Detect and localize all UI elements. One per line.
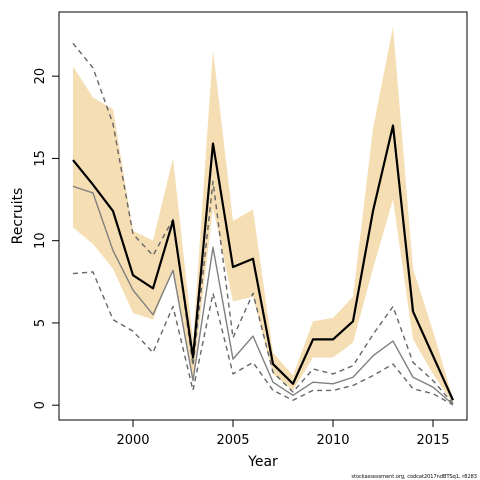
x-tick-label-2005: 2005: [216, 433, 249, 448]
x-axis-title: Year: [247, 454, 278, 470]
y-tick-label-15: 15: [33, 150, 48, 167]
series-line-2: [72, 185, 454, 405]
series-line-3: [72, 42, 454, 405]
plot-layer: [72, 26, 455, 406]
series-line-1: [72, 124, 455, 401]
credit-text: stockassessment.org, codcat2017ndBTSq1, …: [351, 474, 477, 480]
x-tick-label-2010: 2010: [316, 433, 349, 448]
plot-frame: [58, 11, 468, 421]
confidence-band: [73, 26, 453, 404]
y-tick-label-10: 10: [33, 232, 48, 249]
y-tick-label-20: 20: [33, 68, 48, 85]
y-tick-label-5: 5: [33, 319, 48, 327]
x-tick-label-2000: 2000: [116, 433, 149, 448]
axis-layer: 2000 2005 2010 2015 0 5 10 15 20: [33, 68, 450, 448]
y-tick-label-0: 0: [33, 401, 48, 409]
y-axis-title: Recruits: [10, 188, 26, 245]
series-line-4: [72, 271, 454, 406]
x-tick-label-2015: 2015: [416, 433, 449, 448]
